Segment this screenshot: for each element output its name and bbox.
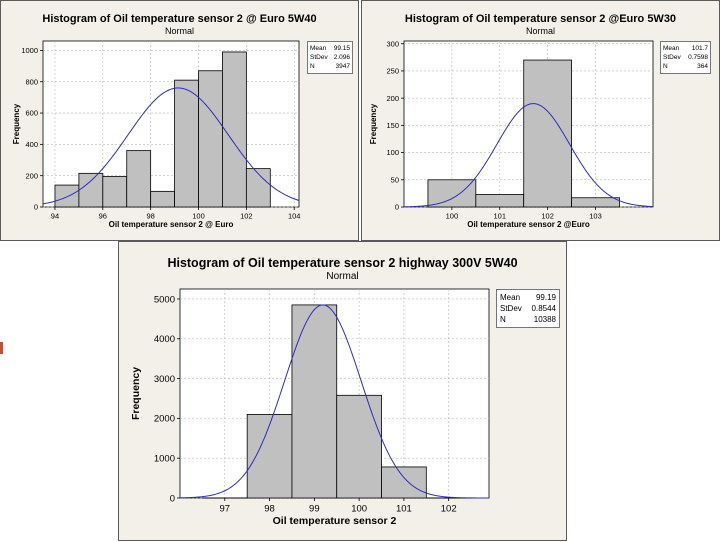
chart-subtitle: Normal bbox=[525, 26, 555, 36]
chart-title: Histogram of Oil temperature sensor 2 @E… bbox=[404, 13, 677, 25]
x-tick-label: 98 bbox=[264, 504, 275, 515]
x-tick-label: 101 bbox=[494, 212, 507, 221]
histogram-chart-euro-5w40: 94 96 98 100 102 104 0 200 400 600 800 1000 Oil temp… bbox=[12, 40, 301, 229]
histogram-bar bbox=[150, 190, 175, 208]
stats-row-n: N 10388 bbox=[500, 315, 556, 324]
x-tick-label: 99 bbox=[309, 504, 320, 515]
x-tick-label: 97 bbox=[219, 504, 230, 515]
y-tick-label: 0 bbox=[395, 203, 399, 212]
histogram-bar bbox=[571, 197, 620, 208]
y-tick-label: 300 bbox=[386, 39, 399, 48]
stats-row-n: N 3947 bbox=[310, 63, 350, 70]
y-tick-label: 0 bbox=[34, 203, 38, 212]
stats-legend: Mean 101.7 StDev 0.7598 N 364 bbox=[660, 41, 711, 74]
y-axis-label: Frequency bbox=[12, 103, 21, 144]
y-tick-label: 3000 bbox=[154, 374, 175, 385]
y-tick-label: 1000 bbox=[154, 454, 175, 465]
histogram-bar bbox=[475, 194, 525, 208]
histogram-bar bbox=[78, 172, 104, 208]
histogram-panel-euro-5w30: Histogram of Oil temperature sensor 2 @E… bbox=[361, 0, 720, 241]
histogram-bar bbox=[174, 79, 199, 208]
stats-row-mean: Mean 101.7 bbox=[663, 45, 708, 52]
stats-row-stdev: StDev 2.096 bbox=[310, 54, 350, 61]
histogram-chart-highway-300v: 97 98 99 100 101 102 0 1000 2000 3000 4000 5000 Oil … bbox=[130, 288, 490, 527]
histogram-bar bbox=[427, 179, 477, 208]
histogram-bar bbox=[523, 59, 572, 208]
histogram-bar bbox=[198, 70, 223, 208]
histogram-bar bbox=[381, 466, 427, 499]
y-tick-label: 100 bbox=[386, 148, 399, 157]
stats-row-n: N 364 bbox=[663, 63, 708, 70]
histogram-bar bbox=[126, 150, 152, 208]
x-axis-label: Oil temperature sensor 2 bbox=[273, 515, 397, 527]
histogram-bar bbox=[222, 51, 247, 208]
histogram-bar bbox=[336, 394, 382, 499]
chart-subtitle: Normal bbox=[164, 26, 194, 36]
x-tick-label: 102 bbox=[541, 212, 554, 221]
histogram-panel-highway-300v: Histogram of Oil temperature sensor 2 hi… bbox=[118, 241, 567, 541]
chart-subtitle: Normal bbox=[326, 271, 359, 282]
x-tick-label: 100 bbox=[446, 212, 459, 221]
histogram-chart-euro-5w30: 100 101 102 103 0 50 100 150 200 250 300 Oil temper… bbox=[369, 39, 654, 229]
x-tick-label: 102 bbox=[240, 212, 253, 221]
y-tick-label: 1000 bbox=[21, 46, 38, 55]
y-tick-label: 0 bbox=[170, 493, 175, 504]
y-tick-label: 200 bbox=[25, 171, 38, 180]
x-tick-label: 100 bbox=[192, 212, 205, 221]
x-tick-label: 96 bbox=[99, 212, 107, 221]
x-axis-label: Oil temperature sensor 2 @Euro bbox=[467, 220, 590, 229]
x-tick-label: 104 bbox=[288, 212, 301, 221]
edge-marker bbox=[0, 342, 3, 354]
stats-legend: Mean 99.19 StDev 0.8544 N 10388 bbox=[496, 289, 560, 328]
y-tick-label: 250 bbox=[386, 67, 399, 76]
y-tick-label: 50 bbox=[391, 175, 399, 184]
x-tick-label: 100 bbox=[351, 504, 367, 515]
x-tick-label: 94 bbox=[51, 212, 59, 221]
y-tick-label: 150 bbox=[386, 121, 399, 130]
histogram-bar bbox=[54, 184, 80, 208]
stats-legend: Mean 99.15 StDev 2.096 N 3947 bbox=[307, 41, 353, 74]
histogram-bar bbox=[291, 304, 338, 499]
stats-row-stdev: StDev 0.8544 bbox=[500, 304, 556, 313]
x-tick-label: 102 bbox=[441, 504, 457, 515]
x-axis-label: Oil temperature sensor 2 @ Euro bbox=[109, 220, 234, 229]
x-tick-label: 103 bbox=[589, 212, 602, 221]
stats-row-stdev: StDev 0.7598 bbox=[663, 54, 708, 61]
y-tick-label: 2000 bbox=[154, 414, 175, 425]
stats-row-mean: Mean 99.15 bbox=[310, 45, 350, 52]
y-tick-label: 200 bbox=[386, 94, 399, 103]
y-tick-label: 5000 bbox=[154, 294, 175, 305]
histogram-bar bbox=[246, 413, 293, 499]
y-axis-label: Frequency bbox=[369, 103, 378, 144]
chart-title: Histogram of Oil temperature sensor 2 hi… bbox=[167, 256, 518, 270]
y-axis-label: Frequency bbox=[130, 367, 142, 420]
y-tick-label: 600 bbox=[25, 109, 38, 118]
y-tick-label: 800 bbox=[25, 77, 38, 86]
histogram-panel-euro-5w40: Histogram of Oil temperature sensor 2 @ … bbox=[0, 0, 359, 241]
chart-title: Histogram of Oil temperature sensor 2 @ … bbox=[42, 13, 317, 25]
y-tick-label: 4000 bbox=[154, 334, 175, 345]
normal-fit-curve bbox=[42, 87, 300, 205]
stats-row-mean: Mean 99.19 bbox=[500, 293, 556, 302]
y-tick-label: 400 bbox=[25, 140, 38, 149]
histogram-bar bbox=[245, 168, 271, 208]
histogram-bar bbox=[102, 176, 128, 208]
x-tick-label: 101 bbox=[396, 504, 412, 515]
normal-fit-curve bbox=[403, 103, 654, 208]
x-tick-label: 98 bbox=[146, 212, 154, 221]
normal-fit-curve bbox=[179, 304, 489, 499]
